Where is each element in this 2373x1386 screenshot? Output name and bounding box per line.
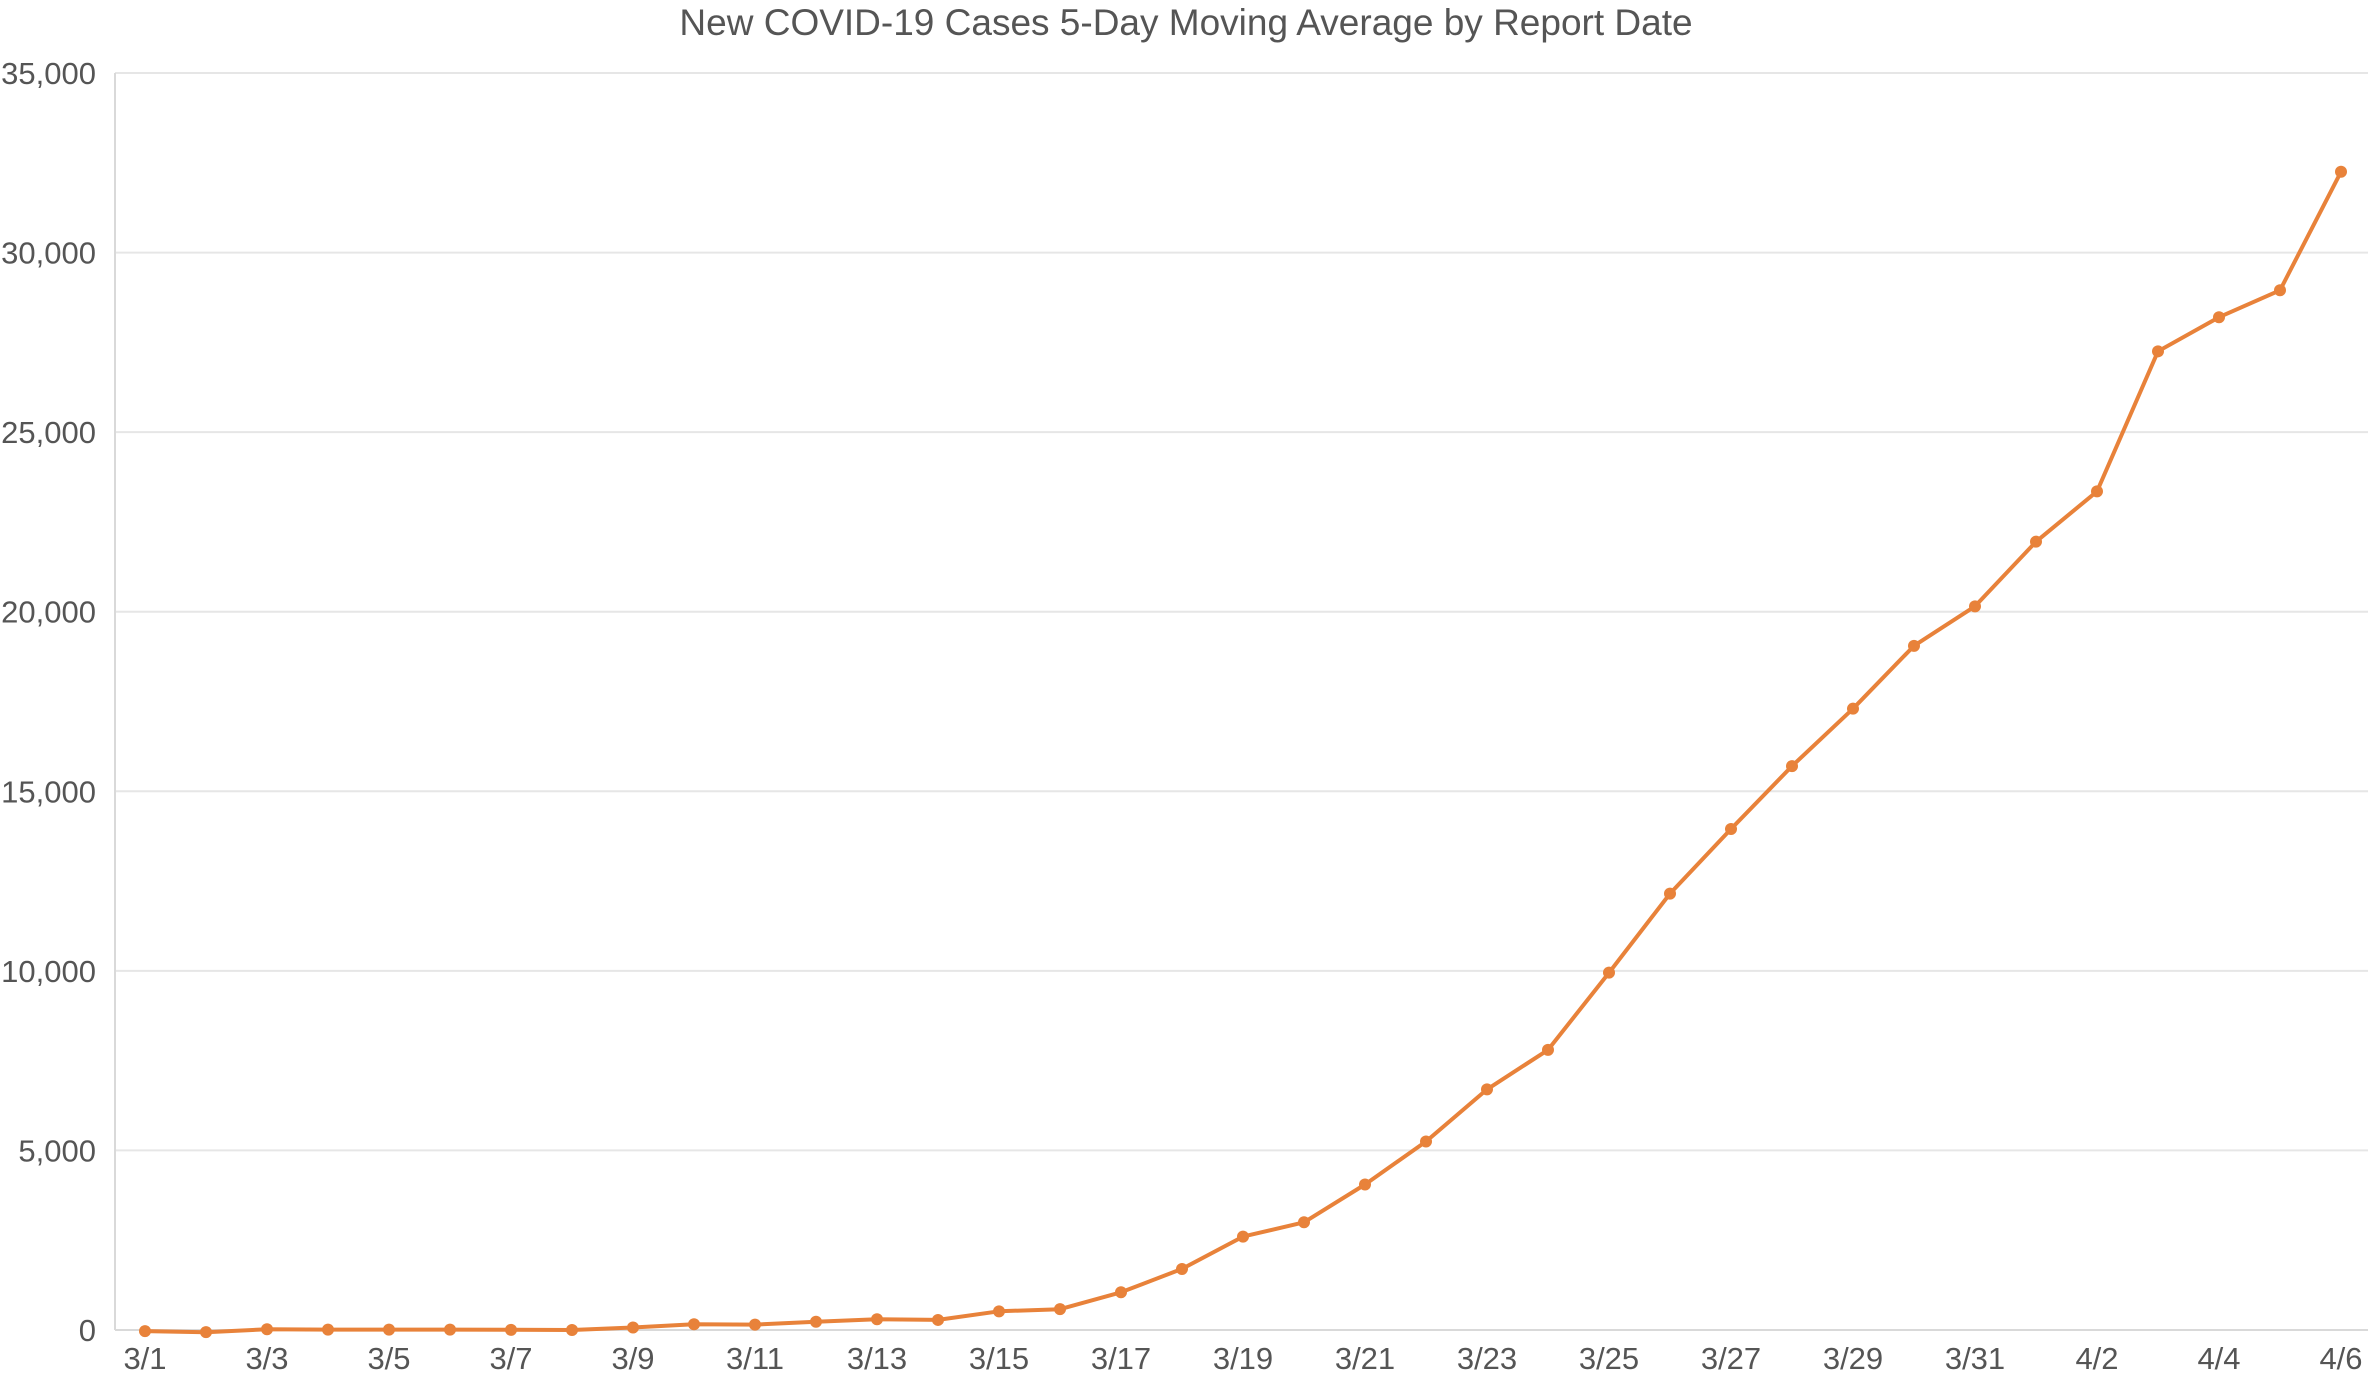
x-tick-label: 3/21 — [1335, 1341, 1395, 1376]
series-cases-moving-average — [139, 166, 2347, 1338]
data-point — [2213, 311, 2225, 323]
x-tick-label: 3/27 — [1701, 1341, 1761, 1376]
data-point — [2152, 345, 2164, 357]
x-tick-label: 3/13 — [847, 1341, 907, 1376]
x-tick-label: 3/9 — [611, 1341, 654, 1376]
x-tick-label: 3/31 — [1945, 1341, 2005, 1376]
data-point — [322, 1324, 334, 1336]
chart-title: New COVID-19 Cases 5-Day Moving Average … — [679, 2, 1692, 43]
data-point — [1359, 1179, 1371, 1191]
y-tick-label: 35,000 — [1, 56, 96, 91]
data-point — [688, 1318, 700, 1330]
y-tick-label: 0 — [79, 1313, 96, 1348]
data-point — [1420, 1135, 1432, 1147]
x-tick-label: 3/1 — [123, 1341, 166, 1376]
x-tick-label: 3/7 — [489, 1341, 532, 1376]
data-point — [139, 1325, 151, 1337]
y-tick-label: 30,000 — [1, 236, 96, 271]
x-tick-label: 3/23 — [1457, 1341, 1517, 1376]
y-tick-label: 20,000 — [1, 595, 96, 630]
data-point — [627, 1321, 639, 1333]
data-point — [2091, 485, 2103, 497]
x-tick-label: 3/15 — [969, 1341, 1029, 1376]
y-tick-label: 10,000 — [1, 954, 96, 989]
data-point — [810, 1316, 822, 1328]
data-point — [1298, 1216, 1310, 1228]
series-line — [145, 172, 2341, 1332]
data-point — [749, 1319, 761, 1331]
x-tick-label: 3/19 — [1213, 1341, 1273, 1376]
y-tick-label: 5,000 — [18, 1133, 96, 1168]
x-tick-label: 4/6 — [2319, 1341, 2362, 1376]
data-point — [993, 1305, 1005, 1317]
data-point — [1664, 888, 1676, 900]
data-point — [1481, 1083, 1493, 1095]
data-point — [261, 1323, 273, 1335]
data-point — [1908, 640, 1920, 652]
y-axis-tick-labels: 0 5,000 10,000 15,000 20,000 25,000 30,000 35,0… — [1, 56, 96, 1348]
x-tick-label: 3/25 — [1579, 1341, 1639, 1376]
data-point — [1115, 1286, 1127, 1298]
data-point — [200, 1326, 212, 1338]
data-point — [1054, 1303, 1066, 1315]
data-point — [1237, 1231, 1249, 1243]
x-tick-label: 4/2 — [2075, 1341, 2118, 1376]
data-point — [1847, 703, 1859, 715]
data-point — [1786, 760, 1798, 772]
y-tick-label: 15,000 — [1, 774, 96, 809]
data-point — [871, 1313, 883, 1325]
data-point — [932, 1314, 944, 1326]
x-tick-label: 3/11 — [726, 1341, 784, 1376]
data-point — [566, 1324, 578, 1336]
y-tick-label: 25,000 — [1, 415, 96, 450]
x-axis-tick-labels: 3/1 3/3 3/5 3/7 3/9 3/11 3/13 3/15 3/17 3/19 3/21 3… — [123, 1341, 2362, 1376]
x-tick-label: 3/17 — [1091, 1341, 1151, 1376]
data-point — [444, 1324, 456, 1336]
x-tick-label: 3/5 — [367, 1341, 410, 1376]
data-point — [2335, 166, 2347, 178]
data-point — [1176, 1263, 1188, 1275]
data-point — [2274, 284, 2286, 296]
gridlines — [115, 73, 2368, 1150]
data-point — [1603, 967, 1615, 979]
data-point — [505, 1324, 517, 1336]
data-point — [1542, 1044, 1554, 1056]
x-tick-label: 3/29 — [1823, 1341, 1883, 1376]
data-point — [1969, 600, 1981, 612]
axes — [115, 73, 2368, 1330]
data-point — [1725, 823, 1737, 835]
x-tick-label: 3/3 — [245, 1341, 288, 1376]
data-point — [2030, 536, 2042, 548]
x-tick-label: 4/4 — [2197, 1341, 2240, 1376]
data-point — [383, 1324, 395, 1336]
